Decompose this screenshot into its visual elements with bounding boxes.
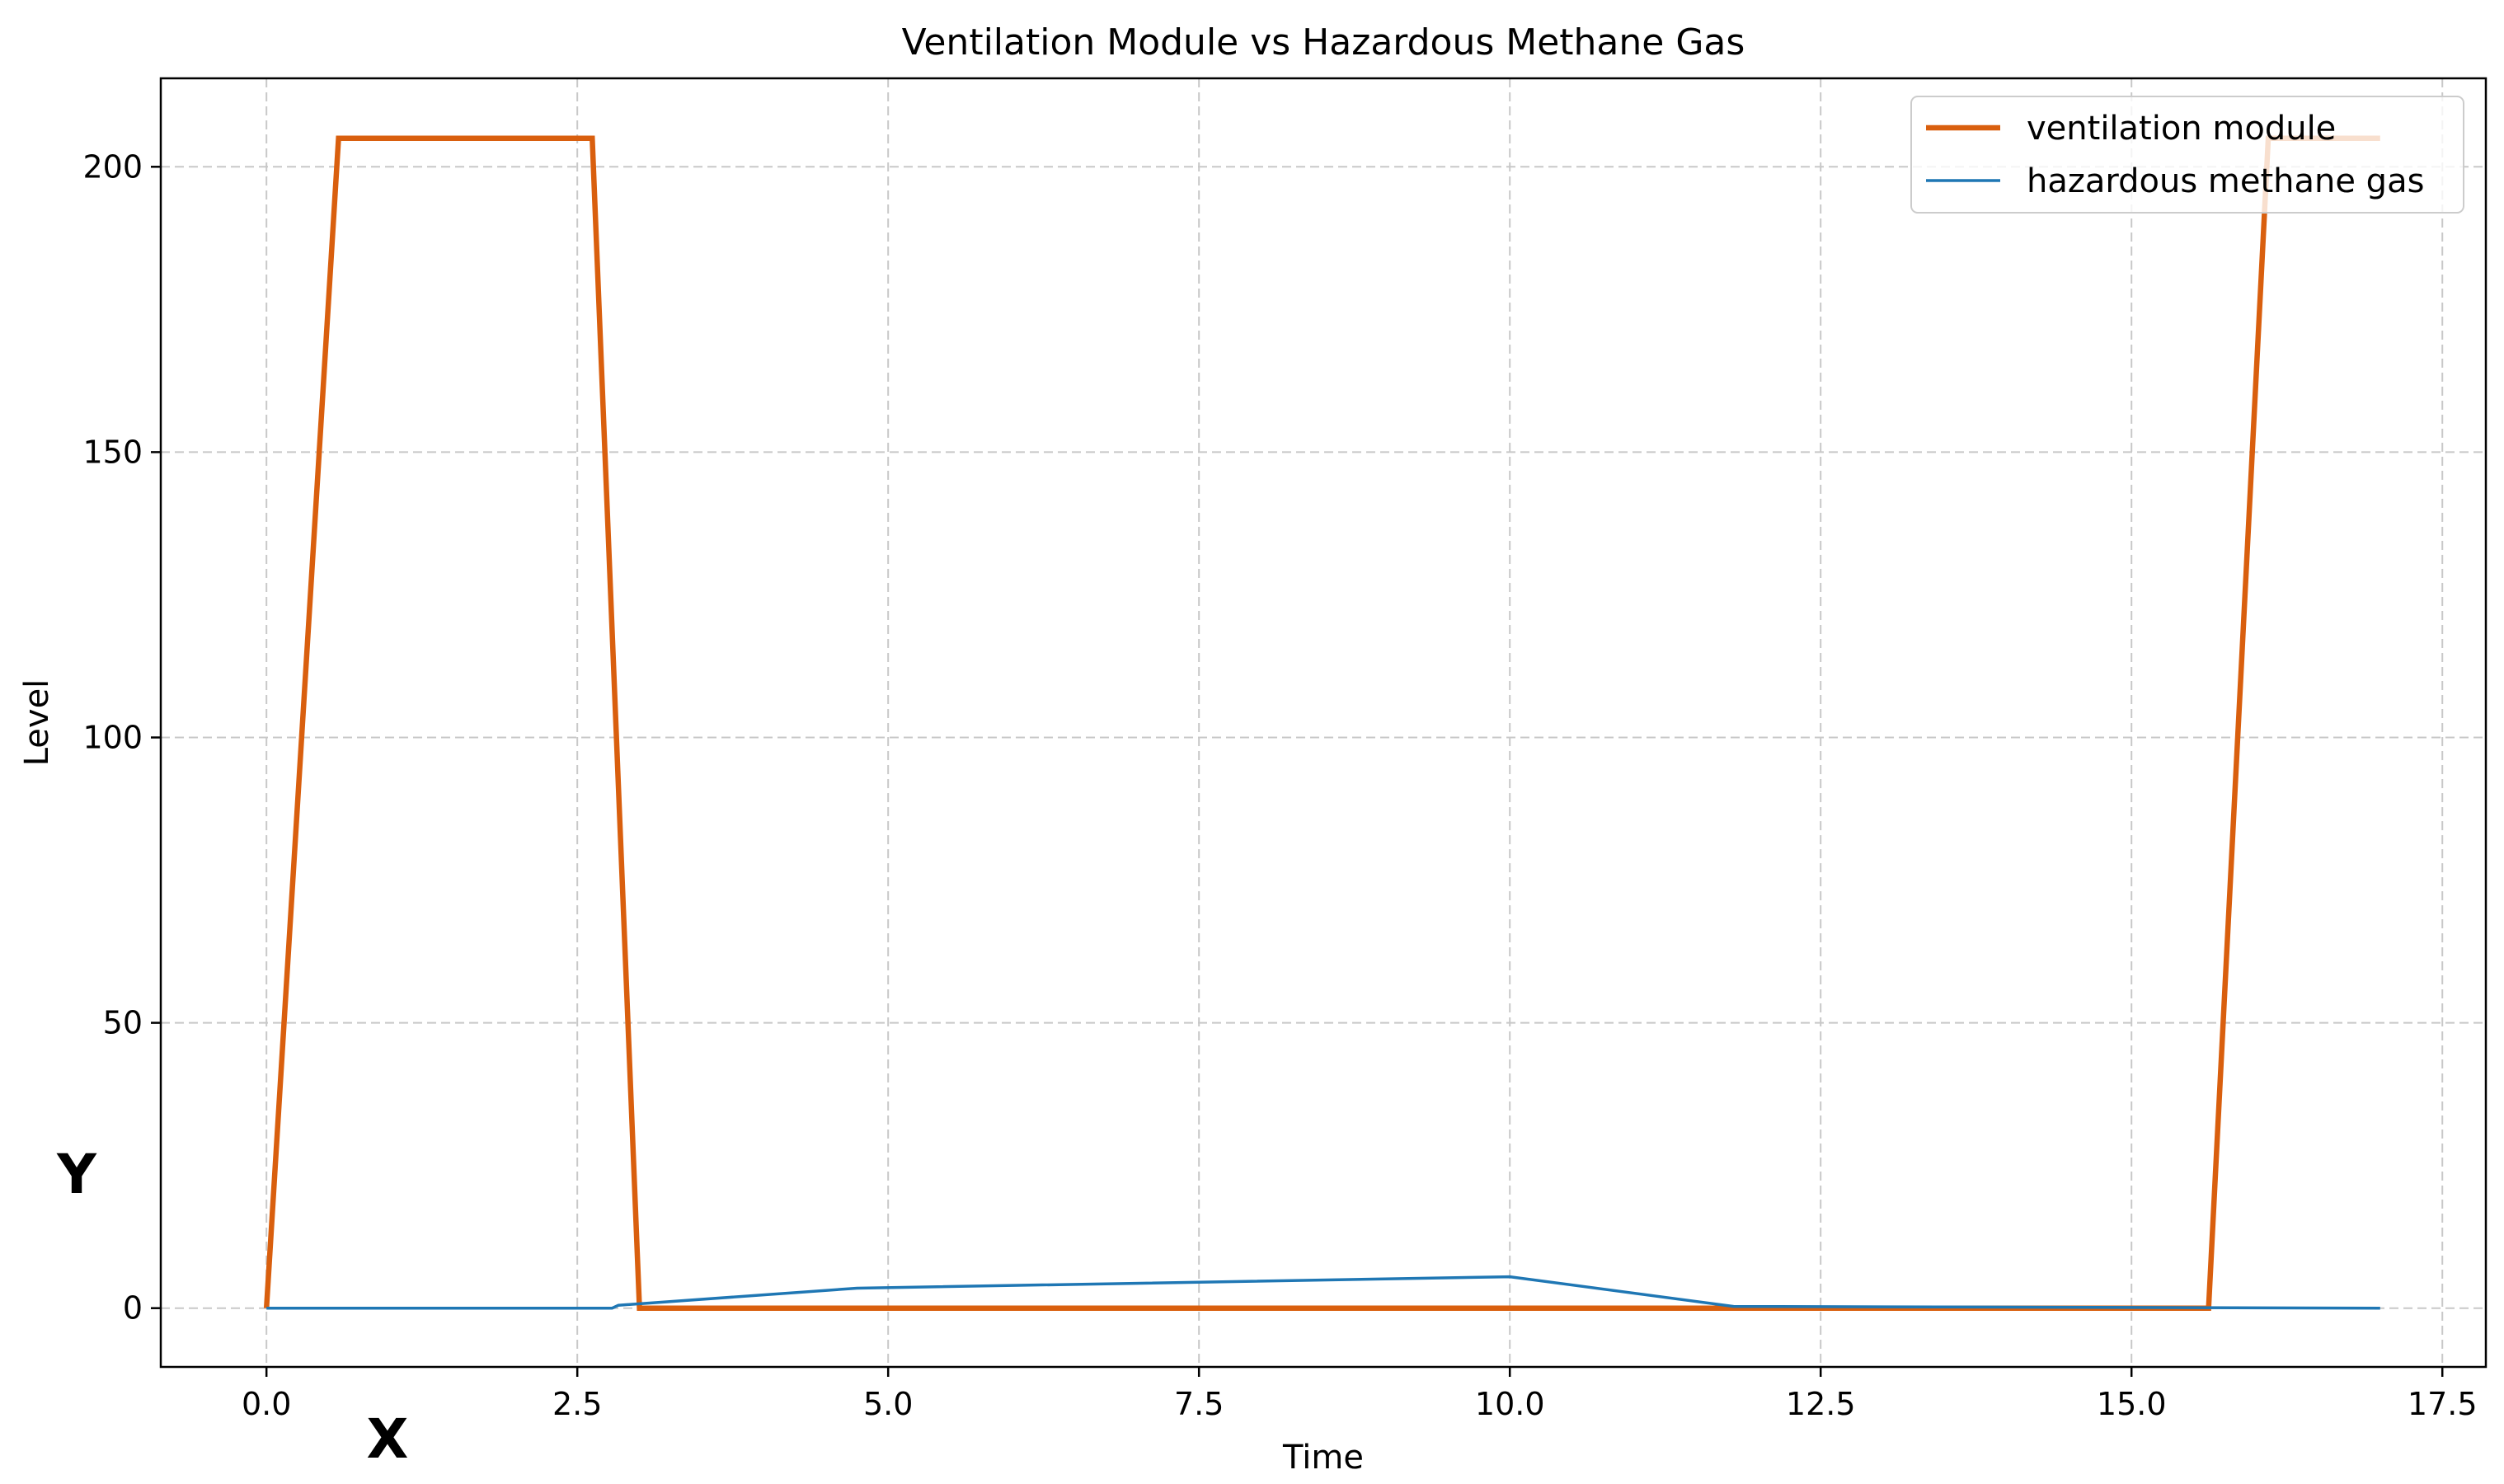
y-tick-label: 0: [123, 1290, 143, 1327]
plot-frame: [159, 77, 2488, 1369]
axis-ticks: 0.0 2.5 5.0 7.5 10.0 12.5 15.0 17.5 0 50 100 150 200: [82, 148, 2477, 1422]
y-tick-label: 200: [82, 148, 143, 185]
x-tick-label: 7.5: [1174, 1386, 1224, 1422]
x-tick-label: 15.0: [2097, 1386, 2167, 1422]
legend-label-hazardous-methane-gas: hazardous methane gas: [2027, 162, 2424, 200]
x-letter-annotation: X: [367, 1407, 409, 1471]
x-tick-label: 10.0: [1475, 1386, 1545, 1422]
legend-box: [1910, 96, 2464, 214]
x-axis-label: Time: [1282, 1439, 1364, 1477]
y-letter-annotation: Y: [56, 1143, 97, 1206]
y-tick-label: 150: [82, 434, 143, 470]
y-tick-label: 100: [82, 719, 143, 755]
x-tick-label: 2.5: [552, 1386, 602, 1422]
x-tick-label: 5.0: [863, 1386, 913, 1422]
series-line-hazardous-methane-gas: [266, 1275, 2380, 1310]
legend: ventilation module hazardous methane gas: [1910, 96, 2464, 214]
x-tick-label: 17.5: [2408, 1386, 2478, 1422]
y-tick-label: 50: [103, 1005, 143, 1041]
chart-title: Ventilation Module vs Hazardous Methane …: [902, 21, 1745, 63]
x-tick-label: 12.5: [1786, 1386, 1856, 1422]
y-axis-label: Level: [18, 679, 56, 767]
x-tick-label: 0.0: [242, 1386, 291, 1422]
legend-label-ventilation-module: ventilation module: [2027, 110, 2336, 148]
